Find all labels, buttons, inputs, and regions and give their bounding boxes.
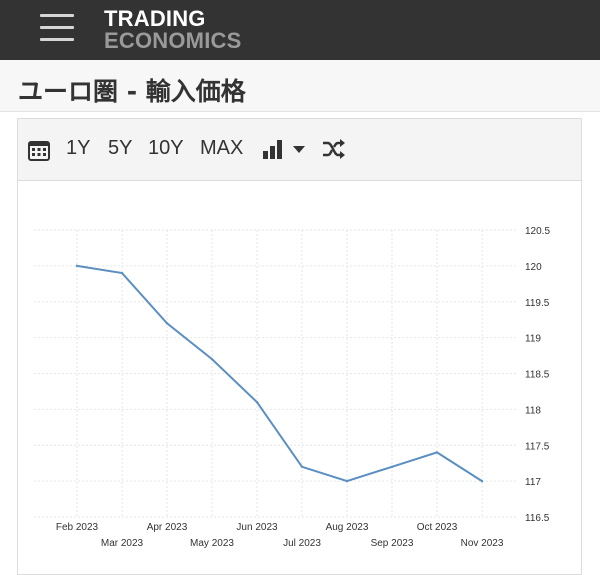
y-tick-label: 119.5 [525,298,550,309]
title-bar: ユーロ圏 - 輸入価格 [0,60,600,112]
page-title: ユーロ圏 - 輸入価格 [18,77,246,106]
x-tick-label: May 2023 [190,538,234,549]
y-tick-label: 118 [525,405,541,416]
trading-economics-logo[interactable]: TRADING ECONOMICS [104,8,241,52]
shuffle-icon[interactable] [321,138,347,160]
data-point[interactable] [435,451,439,454]
top-navigation-bar: TRADING ECONOMICS [0,0,600,60]
y-tick-label: 116.5 [525,513,550,524]
x-tick-label: Aug 2023 [326,522,369,533]
x-tick-label: Apr 2023 [147,522,188,533]
logo-line-2: ECONOMICS [104,28,242,53]
y-tick-label: 118.5 [525,370,550,381]
chart-panel: 1Y 5Y 10Y MAX [17,118,582,575]
data-point[interactable] [210,357,214,361]
data-point[interactable] [120,271,124,275]
series-line [76,264,483,483]
series-points [75,264,484,483]
range-10y-button[interactable]: 10Y [148,137,184,159]
data-point[interactable] [300,465,304,468]
y-tick-label: 120.5 [525,226,550,237]
bar-chart-icon[interactable] [262,139,284,159]
hamburger-menu-icon[interactable] [40,14,74,42]
y-tick-label: 120 [525,262,542,273]
data-point[interactable] [165,322,169,325]
x-tick-label: Sep 2023 [371,538,414,549]
range-1y-button[interactable]: 1Y [66,137,91,159]
chart-grid [34,229,517,518]
calendar-icon[interactable] [28,139,50,161]
data-point[interactable] [480,479,484,483]
range-max-button[interactable]: MAX [200,137,244,159]
x-tick-label: Mar 2023 [101,538,144,549]
y-axis-ticks: 116.5 117 117.5 118 118.5 119 119.5 120 120.5 [525,226,550,524]
y-tick-label: 117 [525,477,541,488]
range-5y-button[interactable]: 5Y [108,137,133,159]
x-tick-label: Oct 2023 [417,522,458,533]
y-tick-label: 117.5 [525,441,550,452]
logo-line-1: TRADING [104,6,206,31]
x-tick-label: Jul 2023 [283,538,321,549]
data-point[interactable] [390,465,394,468]
data-point[interactable] [255,401,259,404]
y-tick-label: 119 [525,334,541,345]
x-tick-label: Nov 2023 [461,538,504,549]
x-tick-label: Feb 2023 [56,522,99,533]
data-point[interactable] [345,479,349,483]
caret-down-icon[interactable] [292,145,306,154]
chart-toolbar: 1Y 5Y 10Y MAX [18,119,581,181]
data-point[interactable] [75,264,79,268]
x-tick-label: Jun 2023 [236,522,278,533]
